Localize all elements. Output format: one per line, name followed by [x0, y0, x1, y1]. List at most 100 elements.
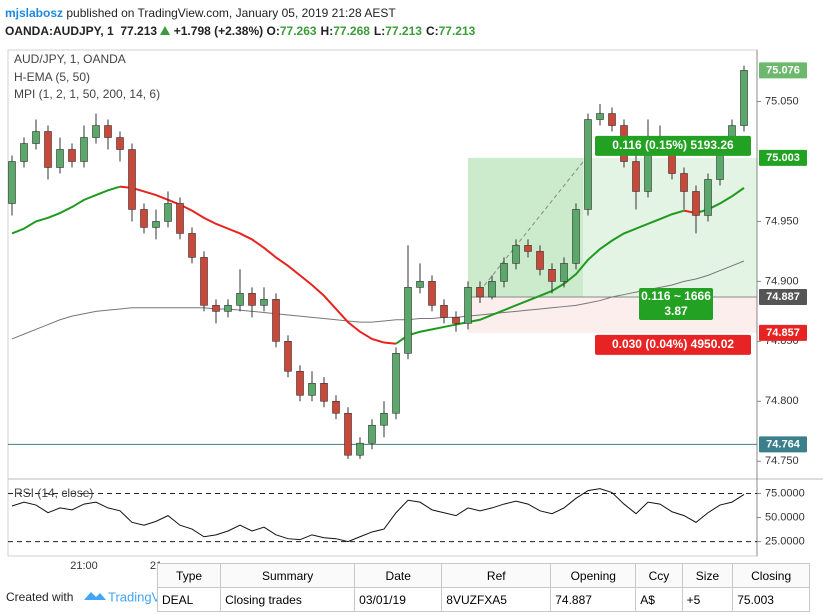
candle-body [332, 400, 340, 414]
candle-body [224, 305, 232, 312]
indicator-legend: MPI (1, 2, 1, 50, 200, 14, 6) [14, 87, 160, 101]
mpi-line [11, 260, 745, 340]
candle-body [464, 287, 472, 324]
change: +1.798 (+2.38%) [173, 24, 264, 38]
table-cell: DEAL [156, 587, 222, 612]
ohlc-label: L: [373, 24, 386, 38]
price-label: 74.764 [766, 438, 801, 450]
candle-body [524, 245, 532, 252]
table-header-cell: Date [354, 563, 443, 588]
candle-body [200, 257, 208, 306]
price-label: 74.887 [766, 291, 800, 303]
ohlc-value: 77.263 [279, 24, 317, 38]
table-cell: Closing trades [220, 587, 356, 612]
y-tick-label: 50.0000 [765, 511, 805, 523]
candle-body [380, 412, 388, 426]
price-label: 75.076 [766, 64, 800, 76]
table-header-cell: Closing [732, 563, 810, 588]
candle-body [260, 299, 268, 306]
table-header-cell: Ccy [635, 563, 683, 588]
ohlc: O:77.263 H:77.268 L:77.213 C:77.213 [267, 24, 480, 38]
candle-body [428, 281, 436, 306]
table-cell: 8VUZFXA5 [441, 587, 552, 612]
trade-table: Type Summary Date Ref Opening Ccy Size Closing D… [156, 563, 810, 612]
rsi-legend: RSI (14, close) [14, 486, 93, 500]
candle-body [440, 305, 448, 318]
candle-body [536, 251, 544, 270]
candle-body [584, 119, 592, 210]
y-tick-label: 74.900 [765, 275, 799, 287]
candle-body [572, 209, 580, 264]
ema-line [11, 185, 121, 235]
candle-body [284, 341, 292, 372]
author[interactable]: mjslabosz [5, 6, 64, 20]
candle-body [176, 203, 184, 234]
candle-body [116, 137, 124, 150]
symbol-legend: AUD/JPY, 1, OANDA [14, 52, 126, 66]
candle-body [164, 203, 172, 222]
candle-body [488, 281, 496, 298]
candle-body [740, 70, 748, 126]
candle-body [392, 353, 400, 414]
candle-body [452, 317, 460, 324]
up-arrow [160, 26, 171, 35]
y-tick-label: 75.050 [765, 95, 799, 107]
price-label-box [759, 288, 807, 305]
logo-icon [84, 592, 106, 600]
table-row: DEAL Closing trades 03/01/19 8VUZFXA5 74.887… [156, 587, 810, 612]
y-tick-label: 74.950 [765, 215, 799, 227]
candle-body [140, 209, 148, 228]
header-line-1: mjslabosz published on TradingView.com, … [5, 4, 479, 22]
candle-body [308, 382, 316, 396]
header-line-2: OANDA:AUDJPY, 1 77.213 +1.798 (+2.38%) O… [5, 22, 479, 40]
candle-body [32, 131, 40, 144]
ratio-label-box [639, 287, 713, 320]
candle-body [692, 191, 700, 216]
price-label-box [759, 149, 807, 166]
table-header-cell: Ref [441, 563, 552, 588]
candle-body [404, 287, 412, 354]
target-label-box [595, 135, 751, 156]
symbol: OANDA:AUDJPY, 1 [5, 24, 114, 38]
footer-text: Created with [6, 590, 73, 604]
last-price: 77.213 [120, 24, 158, 38]
y-tick-label: 74.750 [765, 455, 799, 467]
price-label: 74.857 [766, 327, 800, 339]
table-cell: 03/01/19 [354, 587, 443, 612]
candle-body [248, 293, 256, 306]
ohlc-label: O: [266, 24, 280, 38]
stop-zone [468, 296, 757, 333]
stop-label: 0.030 (0.04%) 4950.02 [612, 337, 734, 351]
candle-body [560, 263, 568, 282]
table-header-cell: Size [681, 563, 734, 588]
candle-body [608, 113, 616, 126]
price-label: 75.003 [766, 152, 800, 164]
candle-body [128, 149, 136, 210]
candle-body [344, 412, 352, 456]
price-label-box [759, 436, 807, 453]
price-label-box [759, 324, 807, 341]
table-cell: A$ [635, 587, 683, 612]
candle-body [68, 149, 76, 162]
candle-body [44, 131, 52, 168]
candle-body [92, 125, 100, 138]
candle-body [80, 137, 88, 162]
table-header-cell: Opening [550, 563, 637, 588]
rsi-line [11, 488, 745, 543]
ratio-label: 0.116 ~ 1666 [641, 289, 711, 303]
table-header: Type Summary Date Ref Opening Ccy Size Closing [156, 563, 810, 588]
price-label-box [759, 62, 807, 79]
candle-body [320, 382, 328, 402]
table-cell: +5 [681, 587, 734, 612]
candle-body [680, 173, 688, 192]
candle-body [104, 125, 112, 138]
candle-body [296, 370, 304, 396]
table-cell: 74.887 [550, 587, 637, 612]
y-tick-label: 75.0000 [765, 487, 805, 499]
published: published on TradingView.com, January 05… [66, 6, 396, 20]
candle-body [152, 221, 160, 228]
candle-body [272, 299, 280, 342]
